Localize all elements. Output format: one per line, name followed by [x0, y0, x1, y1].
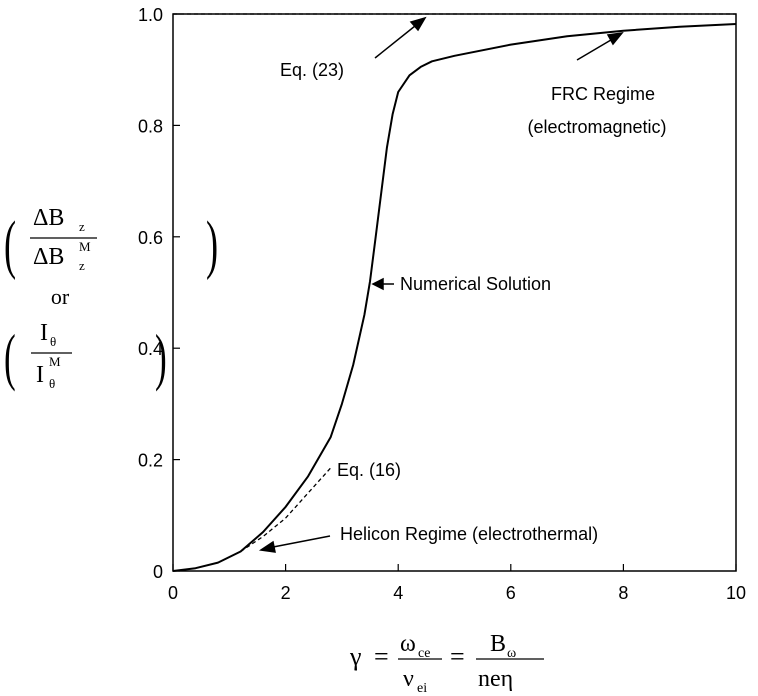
y-tick-label: 1.0	[138, 5, 163, 25]
xlabel-b: B	[490, 631, 506, 657]
arrowhead-numerical	[371, 277, 384, 291]
series-eq16-approx	[240, 467, 332, 553]
xlabel-omega: ω	[400, 631, 416, 657]
ylabel-i-num: I	[40, 320, 48, 346]
paren-right-1: )	[206, 208, 218, 281]
annotation-eq16: Eq. (16)	[337, 460, 401, 480]
arrow-frc	[576, 36, 617, 61]
arrowhead-helicon	[258, 540, 276, 553]
x-tick-label: 8	[618, 583, 628, 603]
ylabel-delta-num: ΔB	[33, 205, 64, 231]
annotation-helicon: Helicon Regime (electrothermal)	[340, 524, 598, 544]
annotation-numerical: Numerical Solution	[400, 274, 551, 294]
paren-left-1: (	[4, 208, 16, 281]
ylabel-i-den: I	[36, 362, 44, 388]
paren-right-2: )	[155, 322, 167, 393]
xlabel-nu-sub: ei	[417, 681, 427, 696]
annotation-arrows	[258, 16, 624, 553]
ylabel-i-den-sup: M	[49, 354, 61, 369]
xlabel-den: neη	[478, 666, 513, 692]
xlabel-b-sub: ω	[507, 646, 516, 661]
x-tick-label: 6	[506, 583, 516, 603]
xlabel-nu: ν	[403, 666, 414, 692]
arrow-eq23	[374, 21, 421, 59]
y-tick-label: 0.8	[138, 116, 163, 136]
xlabel-eq2: =	[450, 642, 465, 671]
ylabel-delta-den-sub: z	[79, 258, 85, 273]
x-tick-label: 2	[281, 583, 291, 603]
y-axis-ticks: 0 0.2 0.4 0.6 0.8 1.0	[138, 5, 180, 582]
annotation-frc-line1: FRC Regime	[551, 84, 655, 104]
xlabel-gamma: γ	[349, 642, 362, 671]
ylabel-delta-den-sup: M	[79, 239, 91, 254]
arrow-helicon	[267, 535, 331, 549]
ylabel-i-den-sub: θ	[49, 376, 55, 391]
x-tick-label: 0	[168, 583, 178, 603]
ylabel-or: or	[51, 284, 70, 309]
x-tick-label: 10	[726, 583, 746, 603]
y-tick-label: 0.4	[138, 339, 163, 359]
xlabel-omega-sub: ce	[418, 646, 430, 661]
arrowhead-frc	[606, 31, 624, 46]
arrowhead-eq23	[409, 16, 427, 32]
series-numerical-solution	[172, 23, 737, 572]
series-group	[172, 13, 737, 572]
x-tick-label: 4	[393, 583, 403, 603]
xlabel-eq1: =	[374, 642, 389, 671]
annotation-frc-line2: (electromagnetic)	[527, 117, 666, 137]
y-axis-label: ( ) ΔB z ΔB M z or ( ) I θ I M θ	[4, 205, 218, 393]
ylabel-delta-den: ΔB	[33, 244, 64, 270]
ylabel-delta-num-sub: z	[79, 219, 85, 234]
y-tick-label: 0.6	[138, 228, 163, 248]
y-tick-label: 0.2	[138, 451, 163, 471]
annotation-eq23: Eq. (23)	[280, 60, 344, 80]
x-axis-ticks: 0 2 4 6 8 10	[168, 564, 746, 603]
y-tick-label: 0	[153, 562, 163, 582]
ylabel-i-num-sub: θ	[50, 334, 56, 349]
paren-left-2: (	[4, 322, 16, 393]
x-axis-label: γ = ω ce ν ei = B ω neη	[349, 631, 544, 696]
